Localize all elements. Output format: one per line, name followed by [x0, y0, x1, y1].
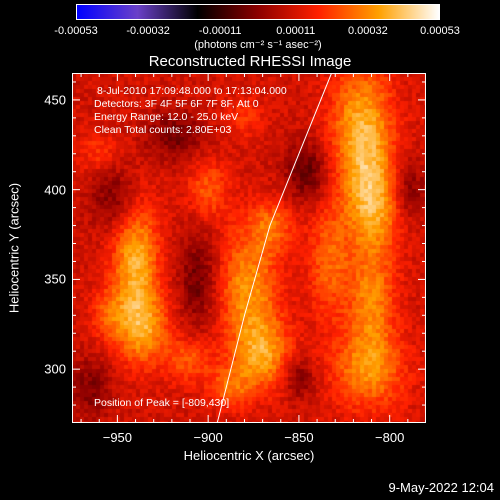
colorbar-tick: -0.00011 — [198, 25, 242, 37]
y-tick-label: 350 — [44, 271, 66, 287]
y-axis-label: Heliocentric Y (arcsec) — [6, 182, 22, 314]
timestamp: 9-May-2022 12:04 — [388, 480, 494, 495]
colorbar-tick: 0.00032 — [347, 25, 388, 37]
y-tick-label: 400 — [44, 182, 66, 198]
x-tick-label: −800 — [375, 430, 405, 445]
colorbar-tick: 0.00011 — [276, 25, 316, 37]
y-tick-label: 450 — [44, 92, 66, 108]
annotation-clean-counts: Clean Total counts: 2.80E+03 — [94, 124, 232, 136]
heatmap-image — [72, 73, 426, 423]
y-tick-label: 300 — [44, 361, 66, 377]
colorbar-tick: -0.00053 — [54, 25, 98, 37]
colorbar-units: (photons cm⁻² s⁻¹ asec⁻²) — [194, 39, 322, 51]
x-tick-label: −950 — [102, 430, 133, 445]
x-axis-label: Heliocentric X (arcsec) — [183, 448, 315, 463]
colorbar-tick: -0.00032 — [126, 25, 170, 37]
annotation-peak-position: Position of Peak = [-809,430] — [94, 397, 230, 409]
annotation-detectors: Detectors: 3F 4F 5F 6F 7F 8F, Att 0 — [94, 98, 259, 110]
x-tick-label: −900 — [193, 430, 223, 445]
colorbar-tick: 0.00053 — [420, 25, 460, 37]
solar-limb-line — [216, 73, 333, 423]
chart-title: Reconstructed RHESSI Image — [148, 53, 352, 70]
annotation-energy-range: Energy Range: 12.0 - 25.0 keV — [94, 111, 239, 123]
x-tick-label: −850 — [284, 430, 314, 445]
annotation-time-range: 8-Jul-2010 17:09:48.000 to 17:13:04.000 — [97, 85, 287, 97]
colorbar — [76, 4, 440, 20]
